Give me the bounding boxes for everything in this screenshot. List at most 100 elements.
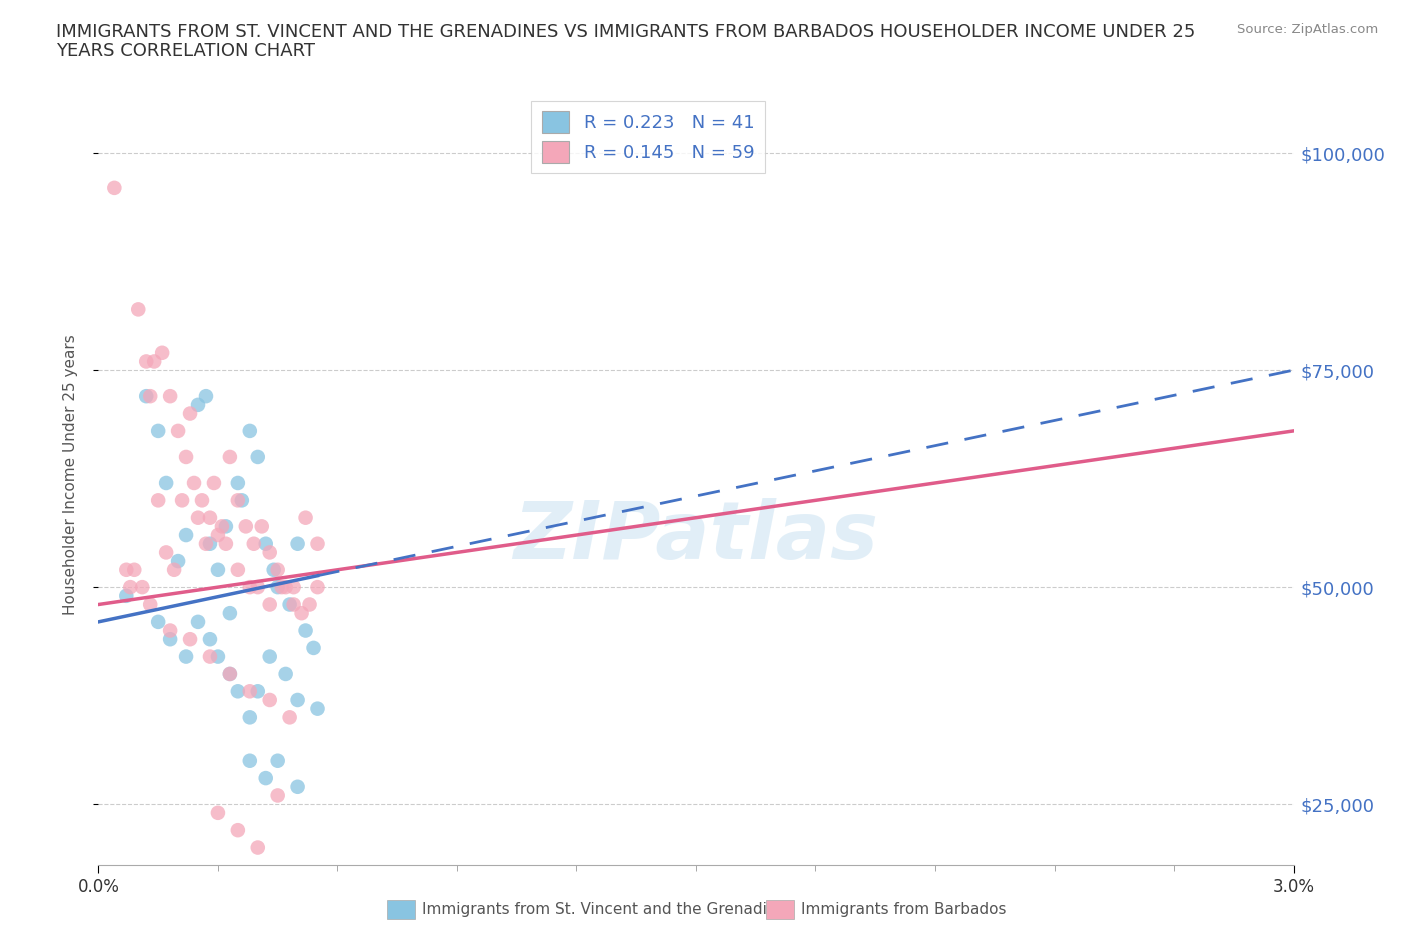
Point bbox=[302, 641, 325, 656]
Point bbox=[287, 693, 309, 708]
Point bbox=[148, 615, 170, 630]
Point bbox=[246, 840, 269, 855]
Point bbox=[219, 667, 242, 682]
Point bbox=[239, 753, 262, 768]
Point bbox=[198, 649, 221, 664]
Point bbox=[115, 563, 138, 578]
Point bbox=[239, 684, 262, 698]
Point bbox=[307, 701, 329, 716]
Point bbox=[267, 563, 290, 578]
Point bbox=[150, 345, 173, 360]
Point bbox=[254, 771, 277, 786]
Point bbox=[226, 684, 249, 698]
Point bbox=[239, 423, 262, 438]
Point bbox=[131, 579, 153, 594]
Point bbox=[298, 597, 321, 612]
Point bbox=[239, 579, 262, 594]
Point bbox=[226, 475, 249, 490]
Point bbox=[127, 302, 149, 317]
Point bbox=[267, 753, 290, 768]
Point bbox=[267, 788, 290, 803]
Text: Source: ZipAtlas.com: Source: ZipAtlas.com bbox=[1237, 23, 1378, 36]
Point bbox=[207, 805, 229, 820]
Point bbox=[183, 475, 205, 490]
Point bbox=[211, 519, 233, 534]
Point bbox=[124, 563, 146, 578]
Y-axis label: Householder Income Under 25 years: Householder Income Under 25 years bbox=[63, 334, 77, 615]
Point bbox=[231, 493, 253, 508]
Text: YEARS CORRELATION CHART: YEARS CORRELATION CHART bbox=[56, 42, 315, 60]
Point bbox=[155, 475, 177, 490]
Point bbox=[246, 684, 269, 698]
Point bbox=[278, 710, 301, 724]
Point bbox=[278, 597, 301, 612]
Point bbox=[135, 354, 157, 369]
Point bbox=[267, 579, 290, 594]
Point bbox=[226, 563, 249, 578]
Point bbox=[148, 493, 170, 508]
Point bbox=[219, 605, 242, 620]
Point bbox=[187, 615, 209, 630]
Point bbox=[207, 527, 229, 542]
Point bbox=[246, 449, 269, 464]
Point bbox=[159, 623, 181, 638]
Point bbox=[148, 423, 170, 438]
Point bbox=[215, 537, 238, 551]
Point bbox=[307, 579, 329, 594]
Point bbox=[167, 553, 190, 568]
Point bbox=[235, 519, 257, 534]
Point bbox=[259, 693, 281, 708]
Point bbox=[179, 406, 201, 421]
Point bbox=[259, 545, 281, 560]
Legend: R = 0.223   N = 41, R = 0.145   N = 59: R = 0.223 N = 41, R = 0.145 N = 59 bbox=[531, 100, 765, 174]
Point bbox=[198, 511, 221, 525]
Point bbox=[287, 779, 309, 794]
Point bbox=[191, 493, 214, 508]
Point bbox=[219, 667, 242, 682]
Point bbox=[215, 519, 238, 534]
Point bbox=[202, 475, 225, 490]
Point bbox=[139, 389, 162, 404]
Point bbox=[174, 449, 197, 464]
Point bbox=[187, 511, 209, 525]
Point bbox=[274, 579, 297, 594]
Point bbox=[155, 545, 177, 560]
Point bbox=[120, 579, 142, 594]
Point bbox=[226, 823, 249, 838]
Point bbox=[283, 579, 305, 594]
Point bbox=[187, 397, 209, 412]
Point bbox=[159, 631, 181, 646]
Point bbox=[307, 537, 329, 551]
Point bbox=[259, 649, 281, 664]
Point bbox=[246, 579, 269, 594]
Point bbox=[172, 493, 194, 508]
Point bbox=[291, 605, 314, 620]
Point bbox=[294, 511, 316, 525]
Point bbox=[174, 649, 197, 664]
Point bbox=[159, 389, 181, 404]
Point bbox=[135, 389, 157, 404]
Point bbox=[226, 493, 249, 508]
Point bbox=[167, 423, 190, 438]
Text: ZIPatlas: ZIPatlas bbox=[513, 498, 879, 576]
Point bbox=[139, 597, 162, 612]
Text: IMMIGRANTS FROM ST. VINCENT AND THE GRENADINES VS IMMIGRANTS FROM BARBADOS HOUSE: IMMIGRANTS FROM ST. VINCENT AND THE GREN… bbox=[56, 23, 1195, 41]
Point bbox=[198, 631, 221, 646]
Point bbox=[274, 667, 297, 682]
Point bbox=[207, 563, 229, 578]
Point bbox=[259, 597, 281, 612]
Point bbox=[250, 519, 273, 534]
Point bbox=[270, 579, 292, 594]
Point bbox=[263, 563, 285, 578]
Point bbox=[163, 563, 186, 578]
Point bbox=[115, 589, 138, 604]
Point bbox=[294, 623, 316, 638]
Point bbox=[207, 649, 229, 664]
Point bbox=[143, 354, 166, 369]
Point bbox=[239, 710, 262, 724]
Point bbox=[254, 537, 277, 551]
Point bbox=[195, 389, 218, 404]
Point bbox=[174, 527, 197, 542]
Point bbox=[195, 537, 218, 551]
Point bbox=[287, 537, 309, 551]
